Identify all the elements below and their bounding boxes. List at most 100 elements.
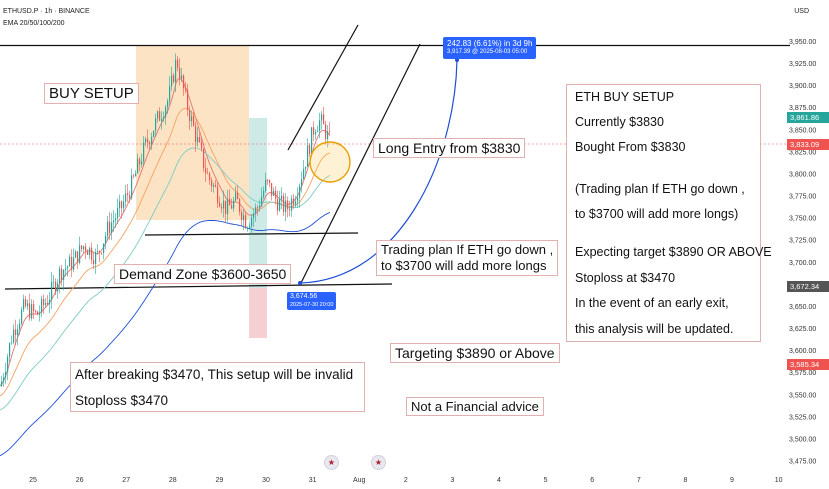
candle-body bbox=[39, 312, 41, 315]
candle-body bbox=[11, 342, 13, 344]
candle-body bbox=[171, 75, 173, 87]
candle-body bbox=[49, 299, 51, 305]
demand-zone-line[interactable] bbox=[4, 283, 393, 290]
candle-body bbox=[175, 59, 177, 83]
candle-body bbox=[187, 89, 189, 110]
candle-body bbox=[31, 304, 33, 319]
x-tick-label: 28 bbox=[169, 477, 177, 484]
candle-body bbox=[181, 75, 183, 79]
long-entry-label[interactable]: Long Entry from $3830 bbox=[373, 138, 526, 158]
us-flag-icon[interactable]: ★ bbox=[324, 455, 339, 470]
candle-body bbox=[131, 175, 133, 199]
candle-body bbox=[259, 206, 261, 208]
time-axis[interactable]: 25 26 27 28 29 30 31 Aug 2 3 4 5 6 7 8 9 10 bbox=[29, 477, 782, 484]
y-tick-label: 3,550.00 bbox=[789, 392, 816, 399]
candle-body bbox=[269, 180, 271, 184]
plan-target: Expecting target $3890 OR ABOVE bbox=[575, 245, 772, 259]
disclaimer-label[interactable]: Not a Financial advice bbox=[406, 397, 544, 416]
candle-body bbox=[243, 215, 245, 221]
trade-plan-box[interactable]: ETH BUY SETUP Currently $3830 Bought Fro… bbox=[566, 84, 772, 342]
x-tick-label: 26 bbox=[76, 477, 84, 484]
channel-line-upper[interactable] bbox=[287, 24, 359, 151]
measure-change: 242.83 (6.61%) in 3d 9h bbox=[447, 39, 533, 48]
plan-exit-2: this analysis will be updated. bbox=[575, 322, 734, 336]
candle-body bbox=[247, 228, 249, 229]
projection-curve[interactable] bbox=[299, 59, 458, 284]
candle-body bbox=[157, 111, 159, 119]
candle-body bbox=[221, 206, 223, 209]
candle-body bbox=[197, 137, 199, 143]
candle-body bbox=[193, 116, 195, 126]
candle-body bbox=[199, 137, 201, 143]
x-tick-label: 29 bbox=[216, 477, 224, 484]
candle-body bbox=[149, 142, 151, 145]
candle-body bbox=[289, 209, 291, 211]
y-tick-label: 3,700.00 bbox=[789, 260, 816, 267]
candle-body bbox=[321, 114, 323, 121]
candle-body bbox=[169, 86, 171, 101]
candle-body bbox=[117, 208, 119, 219]
candle-body bbox=[139, 159, 141, 165]
measure-target: 3,917.39 @ 2025-08-03 05:00 bbox=[447, 49, 528, 55]
y-tick-label: 3,725.00 bbox=[789, 238, 816, 245]
candle-body bbox=[301, 178, 303, 186]
channel-line-lower[interactable] bbox=[299, 43, 421, 286]
candle-body bbox=[87, 250, 89, 255]
measure-tooltip[interactable]: 242.83 (6.61%) in 3d 9h 3,917.39 @ 2025-… bbox=[443, 37, 537, 59]
candle-body bbox=[329, 131, 331, 133]
candle-body bbox=[21, 309, 23, 324]
y-tick-label: 3,575.00 bbox=[789, 370, 816, 377]
candle-body bbox=[153, 130, 155, 137]
candle-body bbox=[299, 185, 301, 198]
ema200-line bbox=[0, 211, 331, 457]
invalidation-note[interactable]: After breaking $3470, This setup will be… bbox=[70, 362, 365, 412]
candle-body bbox=[3, 377, 5, 382]
demand-zone-label[interactable]: Demand Zone $3600-3650 bbox=[114, 264, 292, 284]
candle-body bbox=[203, 148, 205, 169]
candle-body bbox=[185, 88, 187, 90]
candle-body bbox=[273, 190, 275, 196]
y-tick-label: 3,875.00 bbox=[789, 105, 816, 112]
x-tick-label: 30 bbox=[262, 477, 270, 484]
candle-body bbox=[105, 235, 107, 244]
low-marker[interactable]: 3,674.56 2025-07-30 20:00 bbox=[287, 292, 337, 310]
candle-body bbox=[225, 200, 227, 214]
candle-body bbox=[165, 107, 167, 118]
candle-body bbox=[183, 75, 185, 89]
y-tick-label: 3,775.00 bbox=[789, 194, 816, 201]
buy-setup-label[interactable]: BUY SETUP bbox=[44, 83, 139, 104]
candle-body bbox=[227, 198, 229, 214]
candle-body bbox=[219, 203, 221, 207]
candle-body bbox=[51, 281, 53, 300]
candle-body bbox=[211, 179, 213, 187]
candle-body bbox=[217, 186, 219, 204]
projection-end-dot bbox=[455, 58, 459, 62]
x-tick-label: 5 bbox=[544, 477, 548, 484]
candle-body bbox=[291, 198, 293, 211]
trading-plan-label[interactable]: Trading plan If ETH go down , to $3700 w… bbox=[376, 240, 559, 276]
y-tick-label: 3,950.00 bbox=[789, 39, 816, 46]
x-tick-label: 9 bbox=[730, 477, 734, 484]
candle-body bbox=[13, 329, 15, 343]
us-flag-icon[interactable]: ★ bbox=[371, 455, 386, 470]
candle-body bbox=[261, 196, 263, 207]
x-tick-label: 2 bbox=[404, 477, 408, 484]
symbol-title: ETHUSD.P · 1h · BINANCE bbox=[3, 8, 90, 15]
candle-body bbox=[263, 190, 265, 197]
y-tick-label: 3,600.00 bbox=[789, 348, 816, 355]
price-label-high: 3,861.86 bbox=[787, 112, 829, 123]
candle-body bbox=[215, 184, 217, 187]
candle-body bbox=[5, 372, 7, 378]
price-axis[interactable]: 3,950.00 3,925.00 3,900.00 3,875.00 3,850.00… bbox=[789, 39, 816, 466]
candle-body bbox=[119, 201, 121, 209]
candle-body bbox=[189, 109, 191, 122]
candle-body bbox=[159, 111, 161, 121]
currency-label: USD bbox=[794, 8, 809, 15]
plan-title: ETH BUY SETUP bbox=[575, 90, 675, 104]
entry-circle[interactable] bbox=[309, 141, 351, 183]
y-tick-label: 3,800.00 bbox=[789, 171, 816, 178]
low-marker-time: 2025-07-30 20:00 bbox=[290, 302, 334, 308]
targeting-label[interactable]: Targeting $3890 or Above bbox=[390, 343, 560, 363]
candle-body bbox=[27, 303, 29, 307]
